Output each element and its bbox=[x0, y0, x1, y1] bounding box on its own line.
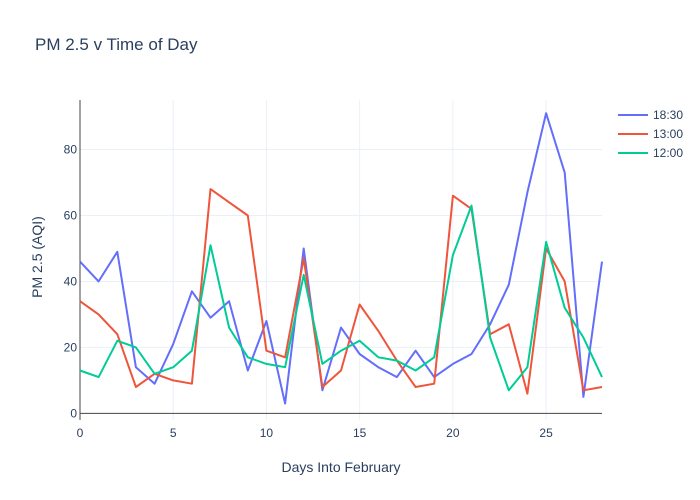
y-tick-label: 0 bbox=[70, 406, 77, 420]
legend: 18:30 13:00 12:00 bbox=[618, 108, 683, 160]
legend-label: 12:00 bbox=[653, 146, 683, 160]
x-tick-label: 5 bbox=[170, 426, 177, 440]
x-tick-label: 15 bbox=[353, 426, 367, 440]
tick-layer: 0 5 10 15 20 25 0 20 40 60 80 bbox=[64, 142, 553, 440]
y-tick-label: 40 bbox=[64, 274, 78, 288]
x-tick-label: 0 bbox=[77, 426, 84, 440]
y-tick-label: 60 bbox=[64, 208, 78, 222]
x-tick-label: 25 bbox=[539, 426, 553, 440]
legend-label: 13:00 bbox=[653, 127, 683, 141]
grid-layer bbox=[79, 100, 602, 420]
chart-title: PM 2.5 v Time of Day bbox=[35, 35, 198, 54]
series-line-1200 bbox=[79, 204, 603, 392]
series-layer bbox=[79, 112, 603, 405]
series-line-1300 bbox=[79, 188, 603, 395]
y-tick-label: 80 bbox=[64, 142, 78, 156]
x-tick-label: 20 bbox=[446, 426, 460, 440]
x-tick-label: 10 bbox=[260, 426, 274, 440]
y-axis-title: PM 2.5 (AQI) bbox=[29, 216, 45, 298]
y-tick-label: 20 bbox=[64, 340, 78, 354]
legend-label: 18:30 bbox=[653, 108, 683, 122]
series-line-1830 bbox=[79, 112, 603, 405]
x-axis-title: Days Into February bbox=[281, 459, 400, 475]
